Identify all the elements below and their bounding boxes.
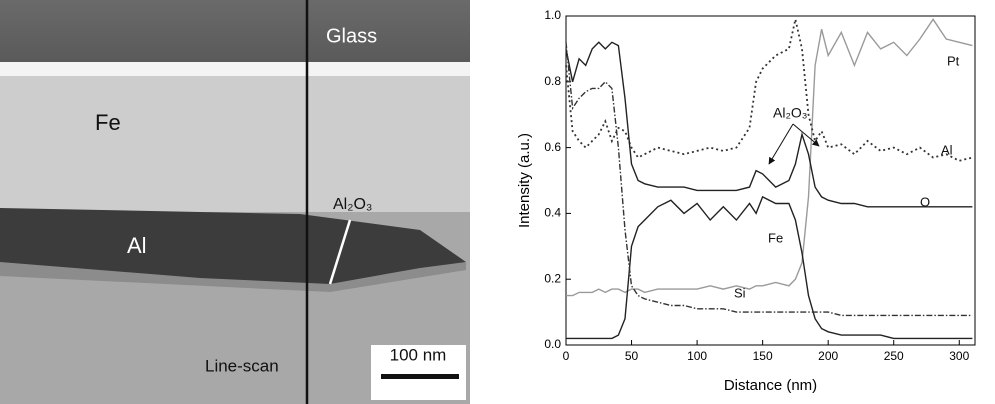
bright-interface — [0, 62, 470, 76]
series-line — [566, 19, 972, 161]
y-tick-label: 0.6 — [544, 140, 561, 154]
glass-region — [0, 0, 470, 62]
scale-label: 100 nm — [390, 345, 447, 364]
y-tick-label: 0.2 — [544, 271, 561, 285]
series-label: O — [920, 194, 930, 209]
x-tick-label: 150 — [753, 349, 773, 363]
x-tick-label: 0 — [563, 349, 570, 363]
y-tick-label: 0.4 — [544, 206, 561, 220]
series-label: Si — [734, 285, 746, 300]
series-label: Pt — [947, 53, 960, 68]
series-line — [566, 197, 972, 339]
tem-image: Glass Fe Al₂O₃ Al Line-scan 100 nm — [0, 0, 470, 404]
chart: 0.0 0.2 0.4 0.6 0.8 1.0 0 50 100 150 200 250 300 Dist… — [475, 0, 995, 404]
y-tick-label: 1.0 — [544, 8, 561, 22]
label: Glass — [326, 25, 377, 47]
x-tick-label: 50 — [625, 349, 639, 363]
series-label: Fe — [768, 230, 783, 245]
fe-layer — [0, 76, 470, 212]
label: Al₂O₃ — [333, 196, 372, 213]
annotation: Al₂O₃ — [773, 105, 807, 121]
annotation-arrow — [769, 124, 793, 164]
page: Glass Fe Al₂O₃ Al Line-scan 100 nm 0.00.… — [0, 0, 995, 404]
x-tick-label: 100 — [687, 349, 707, 363]
y-tick-label: 0.8 — [544, 74, 561, 88]
scale-bar — [381, 374, 459, 379]
annotation-arrow — [793, 124, 819, 146]
x-tick-label: 300 — [949, 349, 969, 363]
x-tick-label: 250 — [884, 349, 904, 363]
y-tick-label: 0.0 — [544, 337, 561, 351]
series-line — [566, 42, 972, 315]
y-axis-label: Intensity (a.u.) — [516, 133, 533, 228]
x-tick-label: 200 — [818, 349, 838, 363]
series-line — [566, 42, 972, 207]
x-axis-label: Distance (nm) — [724, 377, 817, 394]
label: Line-scan — [205, 356, 279, 375]
label: Al — [127, 233, 147, 258]
series-label: Al — [941, 142, 953, 157]
label: Fe — [95, 110, 121, 135]
